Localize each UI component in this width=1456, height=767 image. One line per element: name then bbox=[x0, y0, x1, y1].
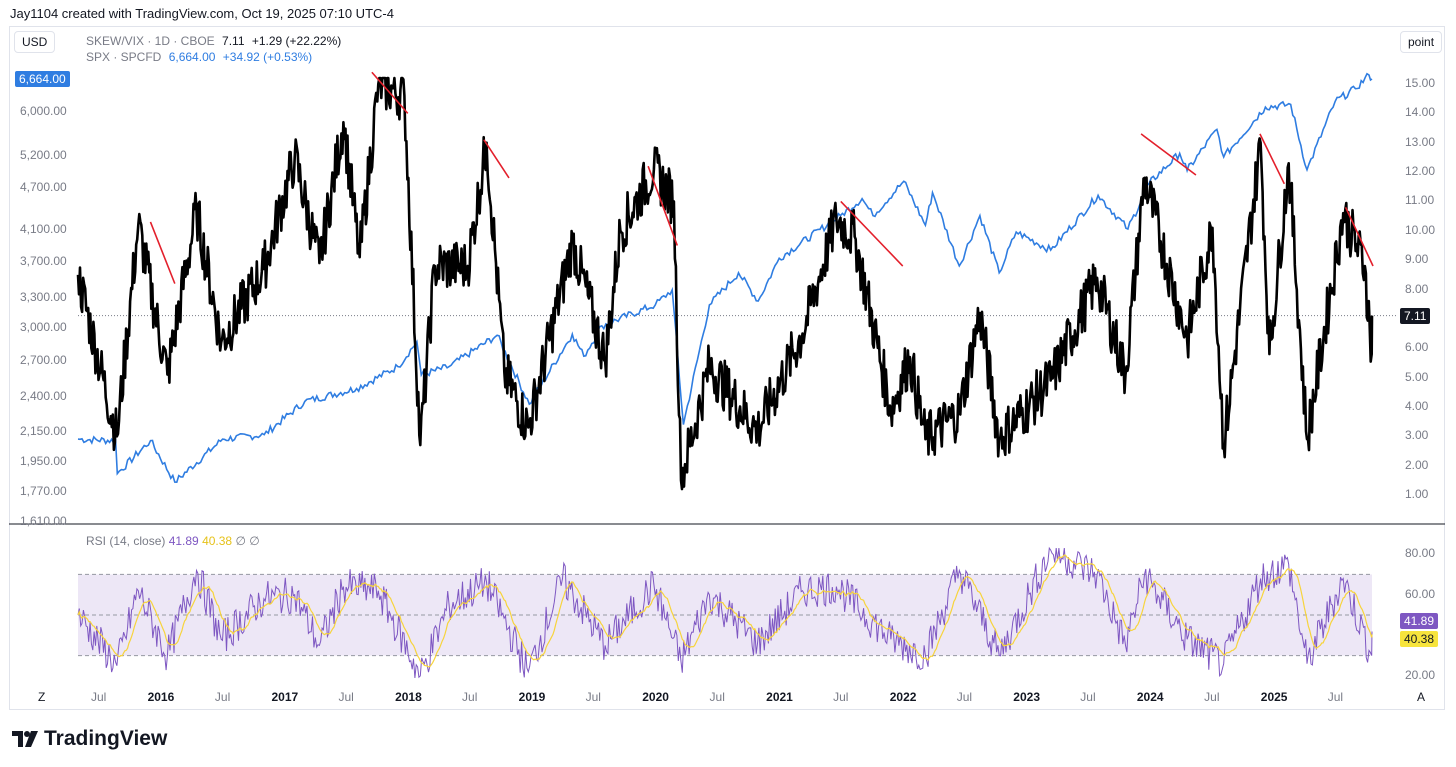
rsi-axis-tick: 80.00 bbox=[1405, 546, 1436, 561]
legend-rsi-ma-value: 40.38 bbox=[202, 534, 233, 548]
right-axis-tick: 15.00 bbox=[1405, 76, 1436, 90]
trend-line-7[interactable] bbox=[1259, 133, 1286, 185]
time-axis-tick: 2018 bbox=[395, 690, 422, 704]
auto-scale-button[interactable]: A bbox=[1417, 690, 1426, 704]
left-axis-tick: 5,200.00 bbox=[20, 148, 67, 163]
right-axis-tick: 11.00 bbox=[1405, 193, 1435, 208]
time-axis-tick: Jul bbox=[462, 690, 478, 704]
skew-vix-line[interactable] bbox=[76, 76, 1374, 491]
trend-line-8[interactable] bbox=[1344, 206, 1374, 267]
trend-line-1[interactable] bbox=[149, 221, 176, 284]
right-axis-tick: 1.00 bbox=[1405, 487, 1429, 501]
legend-spx-change: +34.92 (+0.53%) bbox=[222, 50, 313, 64]
left-axis-tick: 6,000.00 bbox=[20, 103, 67, 118]
left-axis-tick: 3,700.00 bbox=[20, 254, 67, 269]
time-axis-tick: 2022 bbox=[889, 690, 917, 704]
legend-skew-vix[interactable]: SKEW/VIX · 1D · CBOE 7.11 +1.29 (+22.22%… bbox=[86, 34, 345, 48]
trend-line-5[interactable] bbox=[840, 200, 904, 267]
time-axis-tick: Jul bbox=[956, 690, 973, 704]
trend-line-3[interactable] bbox=[483, 139, 510, 179]
attribution-header: Jay1104 created with TradingView.com, Oc… bbox=[10, 6, 394, 21]
legend-spx[interactable]: SPX · SPCFD 6,664.00 +34.92 (+0.53%) bbox=[86, 50, 316, 64]
legend-skew-change: +1.29 (+22.22%) bbox=[251, 34, 342, 48]
rsi-line[interactable] bbox=[77, 546, 1373, 679]
chart-frame bbox=[9, 26, 1445, 710]
time-axis-tick: Jul bbox=[214, 690, 231, 704]
right-axis-tick: 6.00 bbox=[1405, 340, 1429, 355]
rsi-price-tag: 41.89 bbox=[1400, 613, 1439, 629]
left-axis-tick: 2,400.00 bbox=[20, 389, 67, 404]
left-axis-tick: 3,000.00 bbox=[20, 319, 67, 334]
time-axis-tick: Jul bbox=[833, 690, 849, 704]
time-axis-tick: Jul bbox=[1327, 690, 1344, 704]
left-axis-tick: 2,700.00 bbox=[20, 352, 67, 367]
time-axis-tick: Jul bbox=[1204, 690, 1220, 704]
trend-line-6[interactable] bbox=[1140, 133, 1197, 176]
legend-rsi-label: RSI (14, close) bbox=[86, 534, 166, 548]
legend-skew-symbol: SKEW/VIX · 1D · CBOE bbox=[86, 34, 215, 48]
time-axis-tick: 2020 bbox=[642, 690, 669, 704]
time-axis-tick: Jul bbox=[338, 690, 354, 704]
time-axis-tick: Jul bbox=[709, 690, 725, 704]
trend-line-2[interactable] bbox=[371, 71, 409, 114]
right-axis-tick: 10.00 bbox=[1405, 222, 1436, 237]
tradingview-wordmark: TradingView bbox=[44, 727, 168, 750]
time-axis-tick: Jul bbox=[90, 690, 107, 704]
right-axis-tick: 2.00 bbox=[1405, 457, 1429, 472]
rsi-ma-price-tag: 40.38 bbox=[1400, 631, 1439, 647]
goto-date-button[interactable]: Z bbox=[38, 690, 46, 704]
time-axis-tick: 2017 bbox=[271, 690, 299, 704]
trend-line-4[interactable] bbox=[647, 165, 679, 246]
left-axis-tick: 4,100.00 bbox=[20, 222, 67, 237]
left-axis-tick: 1,770.00 bbox=[20, 484, 67, 499]
legend-spx-last: 6,664.00 bbox=[168, 50, 216, 64]
left-axis-tick: 2,150.00 bbox=[20, 423, 67, 438]
right-axis-tick: 14.00 bbox=[1405, 105, 1436, 120]
legend-rsi-hidden-icon-2[interactable]: ∅ bbox=[249, 534, 260, 548]
legend-rsi[interactable]: RSI (14, close) 41.89 40.38 ∅ ∅ bbox=[86, 534, 260, 548]
time-axis-tick: 2016 bbox=[147, 690, 175, 704]
left-axis-tick: 4,700.00 bbox=[20, 179, 67, 194]
time-axis-tick: 2019 bbox=[518, 690, 546, 704]
spx-line[interactable] bbox=[77, 72, 1373, 484]
spx-price-tag: 6,664.00 bbox=[15, 71, 70, 87]
rsi-axis-tick: 20.00 bbox=[1405, 667, 1436, 682]
legend-rsi-hidden-icon-1[interactable]: ∅ bbox=[235, 534, 246, 548]
right-axis-tick: 4.00 bbox=[1405, 398, 1429, 413]
left-axis-tick: 1,950.00 bbox=[20, 454, 67, 469]
rsi-ma-line[interactable] bbox=[77, 554, 1373, 668]
left-axis-tick: 1,610.00 bbox=[20, 514, 67, 528]
time-axis-tick: Jul bbox=[585, 690, 601, 704]
currency-button[interactable]: USD bbox=[14, 31, 56, 53]
right-axis-tick: 9.00 bbox=[1405, 252, 1429, 267]
right-axis-tick: 13.00 bbox=[1405, 134, 1436, 149]
right-axis-tick: 3.00 bbox=[1405, 428, 1429, 443]
tradingview-logo[interactable]: TradingView bbox=[12, 727, 167, 751]
time-axis-tick: 2021 bbox=[766, 690, 793, 704]
tradingview-logo-icon bbox=[12, 731, 38, 747]
time-axis-tick: 2024 bbox=[1136, 690, 1164, 704]
left-axis-tick: 3,300.00 bbox=[20, 290, 67, 305]
legend-skew-last: 7.11 bbox=[222, 34, 245, 48]
scale-mode-button[interactable]: point bbox=[1400, 31, 1443, 53]
legend-spx-symbol: SPX · SPCFD bbox=[86, 50, 162, 64]
legend-rsi-value: 41.89 bbox=[168, 534, 199, 548]
time-axis-tick: Jul bbox=[1080, 690, 1096, 704]
skew-price-tag: 7.11 bbox=[1400, 308, 1431, 324]
rsi-axis-tick: 60.00 bbox=[1405, 586, 1436, 601]
right-axis-tick: 5.00 bbox=[1405, 369, 1429, 384]
time-axis-tick: 2025 bbox=[1260, 690, 1288, 704]
right-axis-tick: 8.00 bbox=[1405, 281, 1429, 296]
right-axis-tick: 12.00 bbox=[1405, 164, 1436, 179]
time-axis-tick: 2023 bbox=[1013, 690, 1041, 704]
